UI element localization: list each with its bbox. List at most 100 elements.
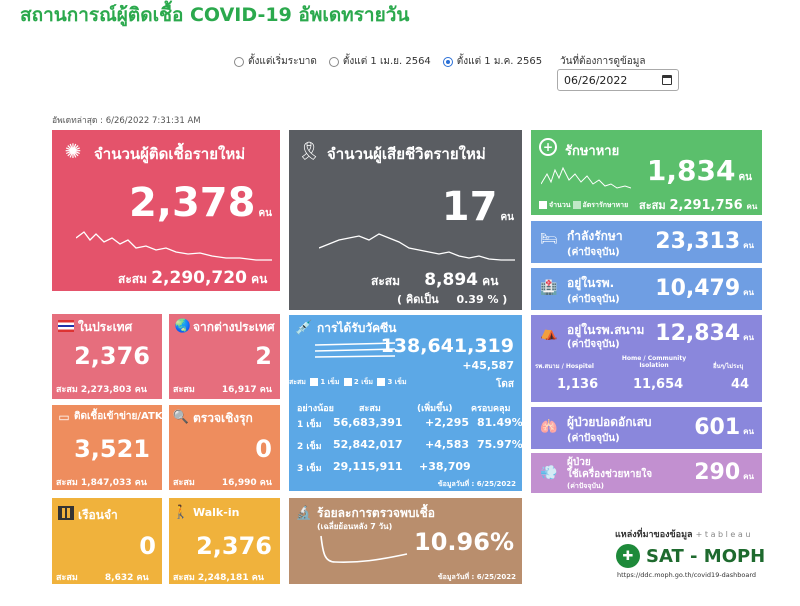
radio-since-outbreak[interactable]: ตั้งแต่เริ่มระบาด (234, 54, 317, 69)
unit-label: คน (743, 241, 754, 250)
radio-since-apr-2564[interactable]: ตั้งแต่ 1 เม.ย. 2564 (328, 54, 431, 69)
hospital-note: (ค่าปัจจุบัน) (567, 294, 620, 305)
radio-label: ตั้งแต่เริ่มระบาด (248, 56, 317, 67)
ventilator-note: (ค่าปัจจุบัน) (567, 482, 604, 490)
unit-label: คน (746, 202, 758, 211)
deaths-cumulative: สะสม 8,894 คน (371, 270, 498, 291)
hospital-bed-icon: 🛏 (540, 231, 558, 247)
new-cases-label: จำนวนผู้ติดเชื้อรายใหม่ (94, 145, 246, 163)
domestic-value: 2,376 (74, 342, 150, 370)
radio-circle-selected-icon[interactable] (442, 56, 453, 67)
card-treating: 🛏 กำลังรักษา (ค่าปัจจุบัน) 23,313 คน (531, 221, 762, 263)
deaths-value: 17 คน (442, 184, 514, 230)
pneumonia-label: ผู้ป่วยปอดอักเสบ (567, 415, 652, 429)
cumulative-label: สะสม (173, 385, 195, 395)
pneumonia-value: 601 คน (694, 415, 754, 440)
ventilator-value: 290 คน (694, 460, 754, 485)
deaths-number: 17 (441, 184, 498, 230)
legend-label: อัตรารักษาหาย (582, 201, 629, 209)
atk-cumulative-value: 1,847,033 (80, 478, 132, 488)
cumulative-label: สะสม (289, 378, 306, 386)
sat-moph-name: SAT - MOPH (646, 545, 766, 567)
legend-label: 3 เข็ม (387, 378, 407, 386)
recovered-number: 1,834 (646, 154, 736, 187)
radio-circle-icon[interactable] (234, 56, 244, 67)
radio-circle-icon[interactable] (328, 56, 339, 67)
syringe-icon: 💉 (295, 320, 313, 336)
deaths-cumulative-value: 8,894 (424, 270, 478, 290)
walkin-value: 2,376 (196, 532, 272, 560)
unit-label: คน (743, 472, 754, 481)
date-input[interactable]: 06/26/2022 (557, 69, 679, 91)
vaccine-row-dose: 3 เข็ม (297, 464, 322, 474)
calendar-icon[interactable] (662, 75, 672, 85)
treating-label: กำลังรักษา (567, 229, 623, 243)
prison-cumulative: สะสม 8,632 คน (56, 570, 149, 584)
field-hospital-label: อยู่ในรพ.สนาม (567, 323, 645, 337)
recovered-label: รักษาหาย (565, 144, 620, 159)
hospital-label: อยู่ในรพ. (567, 276, 615, 290)
vaccine-data-date: ข้อมูลวันที่ : 6/25/2022 (437, 480, 516, 488)
legend-swatch (343, 378, 352, 386)
sat-moph-logo: ✚ SAT - MOPH (616, 544, 765, 568)
vaccine-row-dose: 1 เข็ม (297, 420, 322, 430)
legend-label: 2 เข็ม (353, 378, 374, 386)
vaccine-header-cov: ครอบคลุม (471, 404, 511, 414)
walking-person-icon: 🚶 (172, 504, 190, 520)
date-value: 06/26/2022 (564, 73, 628, 87)
field-col-hospitel-value: 1,136 (557, 377, 599, 392)
vaccine-row-inc: +4,583 (425, 438, 470, 451)
card-walkin: 🚶 Walk-in 2,376 สะสม 2,248,181 คน (169, 498, 280, 584)
positivity-value: 10.96% (414, 528, 514, 556)
pneumonia-note: (ค่าปัจจุบัน) (567, 433, 620, 444)
lab-microscope-icon: 🔬 (295, 505, 313, 521)
pneumonia-number: 601 (694, 415, 741, 440)
atk-label: ติดเชื้อเข้าข่าย/ATK (74, 411, 162, 422)
radio-since-jan-2565[interactable]: ตั้งแต่ 1 ม.ค. 2565 (442, 54, 542, 69)
vaccine-row-dose: 2 เข็ม (297, 442, 322, 452)
vaccine-row-inc: +38,709 (419, 460, 471, 473)
proactive-value: 0 (255, 435, 272, 463)
card-pneumonia: 🫁 ผู้ป่วยปอดอักเสบ (ค่าปัจจุบัน) 601 คน (531, 407, 762, 449)
card-atk: ▭ ติดเชื้อเข้าข่าย/ATK 3,521 สะสม 1,847,… (52, 405, 162, 490)
card-domestic: ในประเทศ 2,376 สะสม 2,273,803 คน (52, 314, 162, 399)
cumulative-label: สะสม (173, 478, 195, 488)
new-cases-cumulative: สะสม 2,290,720 คน (118, 268, 267, 289)
source-url[interactable]: https://ddc.moph.go.th/covid19-dashboard (617, 571, 757, 579)
pct-label: ( คิดเป็น (397, 293, 439, 306)
unit-label: คน (251, 573, 264, 583)
positivity-label: ร้อยละการตรวจพบเชื้อ (317, 506, 435, 520)
deaths-percentage: ( คิดเป็น 0.39 % ) (397, 290, 507, 308)
vaccine-header-atleast: อย่างน้อย (297, 404, 334, 414)
legend-swatch (572, 201, 581, 209)
cumulative-label: สะสม (56, 385, 78, 395)
vaccine-row-cum: 52,842,017 (333, 438, 403, 451)
field-col-other-value: 44 (731, 377, 750, 392)
ventilator-number: 290 (694, 460, 741, 485)
jail-bars-icon (58, 506, 74, 520)
new-cases-cumulative-value: 2,290,720 (151, 268, 247, 288)
vaccine-dose-unit: โดส (496, 379, 514, 390)
legend-swatch (377, 378, 386, 386)
deaths-label: จำนวนผู้เสียชีวิตรายใหม่ (327, 145, 486, 163)
vaccine-header-cum: สะสม (359, 404, 381, 414)
treating-number: 23,313 (655, 229, 741, 254)
treating-value: 23,313 คน (655, 229, 754, 254)
card-deaths: 🎗 จำนวนผู้เสียชีวิตรายใหม่ 17 คน สะสม 8,8… (289, 130, 522, 310)
atk-value: 3,521 (74, 435, 150, 463)
hospital-number: 10,479 (655, 276, 741, 301)
card-ventilator: 💨 ผู้ป่วย ใช้เครื่องช่วยหายใจ (ค่าปัจจุบ… (531, 453, 762, 493)
abroad-cumulative: สะสม 16,917 คน (173, 382, 272, 396)
unit-label: คน (500, 212, 514, 223)
moph-seal-icon: ✚ (616, 544, 640, 568)
card-recovered: + รักษาหาย 1,834 คน จำนวน อัตรารักษาหาย สะ… (531, 130, 762, 215)
medical-cross-icon: + (539, 138, 557, 156)
globe-icon: 🌏 (174, 318, 192, 334)
walkin-cumulative-value: 2,248,181 (197, 573, 249, 583)
walkin-label: Walk-in (193, 506, 240, 519)
field-col-other-label: อื่นๆ/ไม่ระบุ (713, 363, 744, 370)
unit-label: คน (258, 208, 272, 219)
treating-note: (ค่าปัจจุบัน) (567, 247, 620, 258)
cumulative-label: สะสม (118, 272, 148, 286)
positivity-sub: (เฉลี่ยย้อนหลัง 7 วัน) (317, 522, 393, 531)
